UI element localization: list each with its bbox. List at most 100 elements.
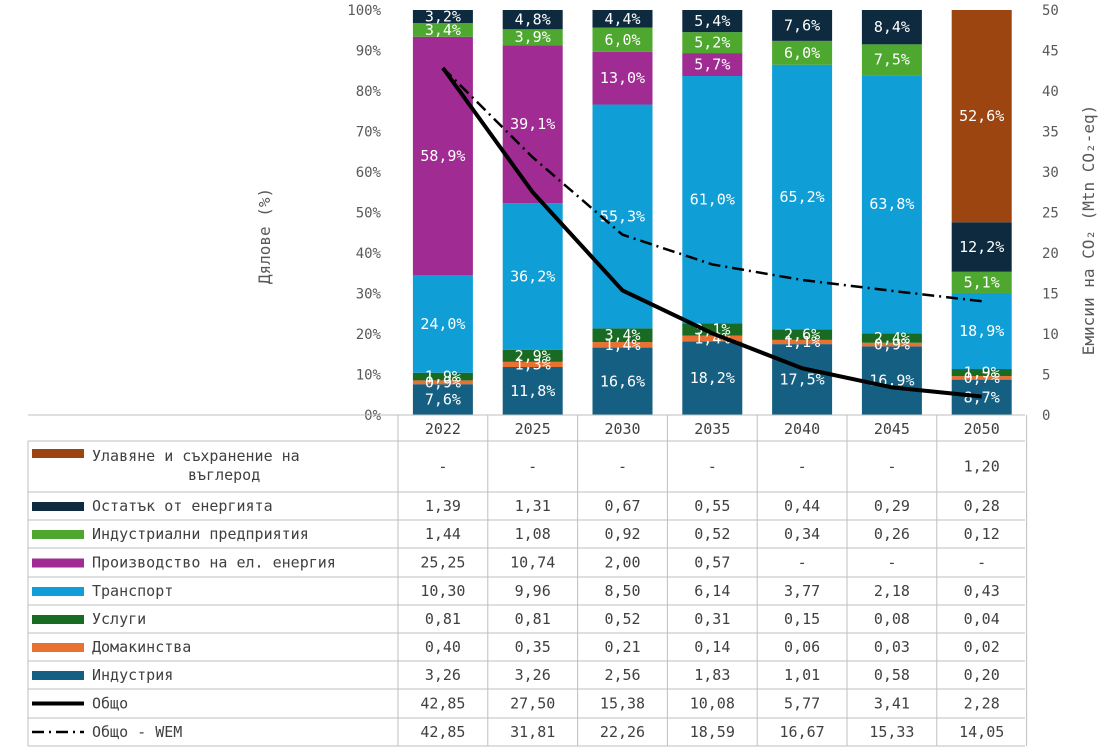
table-cell: 22,26 — [600, 723, 645, 741]
table-cell: 0,03 — [874, 638, 910, 656]
bar-data-label: 55,3% — [600, 207, 645, 225]
legend-label: Транспорт — [92, 582, 173, 600]
table-cell: 0,02 — [964, 638, 1000, 656]
y-left-tick-label: 40% — [356, 246, 382, 262]
legend-swatch — [32, 530, 84, 539]
y-right-tick-label: 30 — [1042, 165, 1059, 181]
y-left-tick-label: 10% — [356, 368, 382, 384]
table-cell: 6,14 — [694, 582, 730, 600]
table-cell: - — [887, 458, 896, 476]
bar-data-label: 4,4% — [604, 10, 640, 28]
bar-data-label: 2,4% — [874, 329, 910, 347]
legend-swatch — [32, 671, 84, 680]
table-cell: 0,67 — [604, 497, 640, 515]
y-right-tick-label: 45 — [1042, 44, 1059, 60]
bar-segment — [861, 346, 922, 415]
bar-segment — [412, 23, 473, 37]
table-cell: 14,05 — [959, 723, 1004, 741]
bar-segment — [592, 27, 653, 52]
table-cell: 1,01 — [784, 666, 820, 684]
bar-data-label: 6,0% — [604, 31, 640, 49]
bar-data-label: 61,0% — [690, 191, 735, 209]
bar-data-label: 5,1% — [964, 273, 1000, 291]
bar-data-label: 3,9% — [515, 28, 551, 46]
bar-segment — [502, 10, 563, 30]
y-left-tick-label: 70% — [356, 125, 382, 141]
bar-data-label: 17,5% — [780, 371, 825, 389]
bar-segment — [682, 335, 743, 342]
table-cell: 1,08 — [515, 525, 551, 543]
bar-segment — [772, 344, 833, 415]
bar-data-label: 7,6% — [784, 16, 820, 34]
bar-data-label: 8,4% — [874, 18, 910, 36]
y-right-tick-label: 35 — [1042, 125, 1059, 141]
table-cell: - — [977, 554, 986, 572]
table-cell: 8,50 — [604, 582, 640, 600]
bar-segment — [951, 271, 1012, 293]
table-cell: 42,85 — [420, 723, 465, 741]
bar-segment — [682, 10, 743, 33]
bar-data-label: 4,8% — [515, 11, 551, 29]
bar-segment — [772, 329, 833, 340]
table-cell: 3,41 — [874, 695, 910, 713]
bar-segment — [592, 51, 653, 105]
table-cell: 1,31 — [515, 497, 551, 515]
table-cell: 0,52 — [604, 610, 640, 628]
y-left-tick-label: 0% — [364, 408, 381, 424]
table-cell: 5,77 — [784, 695, 820, 713]
bar-data-label: 0,7% — [964, 369, 1000, 387]
legend-label: Остатък от енергията — [92, 497, 273, 515]
table-cell: 0,43 — [964, 582, 1000, 600]
table-cell: 0,55 — [694, 497, 730, 515]
table-cell: 0,28 — [964, 497, 1000, 515]
table-cell: 10,74 — [510, 554, 555, 572]
bar-segment — [502, 29, 563, 46]
table-cell: 1,20 — [964, 458, 1000, 476]
bar-data-label: 39,1% — [510, 115, 555, 133]
bar-data-label: 36,2% — [510, 268, 555, 286]
bar-data-label: 1,9% — [964, 364, 1000, 382]
bar-data-label: 12,2% — [959, 238, 1004, 256]
x-category-label: 2030 — [604, 420, 640, 438]
bar-data-label: 1,1% — [784, 333, 820, 351]
bar-data-label: 24,0% — [420, 315, 465, 333]
table-cell: 0,14 — [694, 638, 730, 656]
bar-segment — [772, 40, 833, 65]
bar-segment — [592, 10, 653, 28]
legend-label: Домакинства — [92, 638, 191, 656]
bar-segment — [592, 328, 653, 343]
bar-segment — [951, 369, 1012, 377]
y-right-tick-label: 0 — [1042, 408, 1050, 424]
bar-data-label: 1,9% — [425, 368, 461, 386]
table-cell: 2,18 — [874, 582, 910, 600]
legend-label: Производство на ел. енергия — [92, 554, 336, 572]
bar-segment — [412, 384, 473, 415]
bar-data-label: 52,6% — [959, 107, 1004, 125]
y-axis-left-title: Дялове (%) — [255, 188, 274, 284]
table-cell: 0,06 — [784, 638, 820, 656]
table-cell: 0,58 — [874, 666, 910, 684]
table-cell: 27,50 — [510, 695, 555, 713]
bar-data-label: 3,2% — [425, 8, 461, 26]
bar-data-label: 3,1% — [694, 320, 730, 338]
y-axis-right-title: Емисии на CO₂ (Mtn CO₂-eq) — [1079, 105, 1098, 355]
legend-label: Улавяне и съхранение на въглерод — [92, 447, 300, 484]
table-cell: 10,08 — [690, 695, 735, 713]
table-cell: - — [528, 458, 537, 476]
y-right-tick-label: 15 — [1042, 287, 1059, 303]
bar-data-label: 3,4% — [425, 21, 461, 39]
legend-swatch — [32, 587, 84, 596]
x-category-label: 2050 — [964, 420, 1000, 438]
bar-data-label: 6,0% — [784, 44, 820, 62]
bar-segment — [772, 64, 833, 330]
table-cell: 31,81 — [510, 723, 555, 741]
bar-segment — [951, 376, 1012, 380]
bar-data-label: 3,4% — [604, 326, 640, 344]
table-cell: 3,26 — [425, 666, 461, 684]
y-left-tick-label: 30% — [356, 287, 382, 303]
table-cell: 0,04 — [964, 610, 1000, 628]
bar-data-label: 58,9% — [420, 147, 465, 165]
y-left-tick-label: 50% — [356, 206, 382, 222]
table-cell: 2,00 — [604, 554, 640, 572]
